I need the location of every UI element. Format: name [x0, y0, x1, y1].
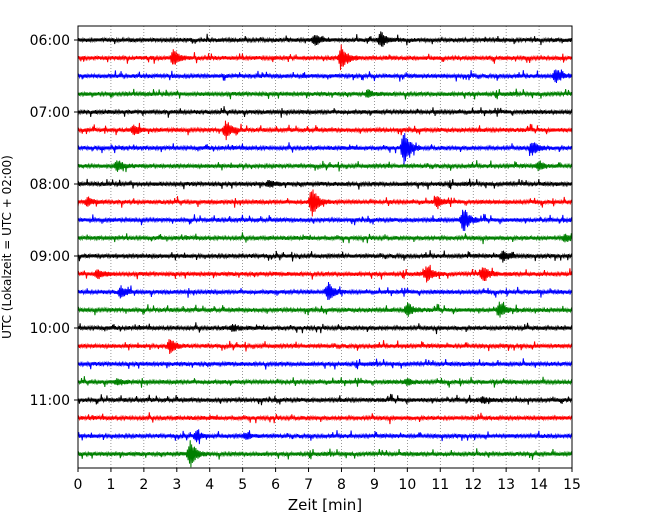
plot-frame [77, 25, 573, 469]
y-tick-label: 11:00 [30, 393, 70, 409]
trace-07:30 [77, 133, 573, 165]
x-tick-label: 1 [106, 477, 115, 493]
trace-09:45 [77, 301, 573, 318]
trace-10:15 [77, 339, 573, 355]
trace-10:30 [77, 358, 573, 370]
trace-07:45 [77, 160, 573, 173]
x-tick-label: 8 [337, 477, 346, 493]
x-tick-label: 4 [205, 477, 214, 493]
trace-09:30 [77, 282, 573, 301]
trace-07:00 [77, 106, 573, 118]
x-tick-label: 2 [139, 477, 148, 493]
trace-06:30 [77, 69, 573, 83]
trace-10:00 [77, 322, 573, 335]
x-tick-label: 15 [563, 477, 581, 493]
y-tick-label: 06:00 [30, 33, 70, 49]
x-axis: 0 1 2 3 4 5 6 7 8 9 10 11 12 13 14 15 [74, 468, 581, 493]
x-tick-label: 12 [464, 477, 482, 493]
x-tick-label: 14 [530, 477, 548, 493]
trace-11:45 [77, 440, 573, 468]
trace-11:30 [77, 429, 573, 445]
x-tick-label: 7 [304, 477, 313, 493]
trace-08:30 [77, 209, 573, 231]
x-tick-label: 11 [431, 477, 449, 493]
y-tick-label: 08:00 [30, 177, 70, 193]
x-tick-label: 13 [497, 477, 515, 493]
x-tick-label: 9 [370, 477, 379, 493]
trace-08:15 [77, 189, 573, 217]
y-tick-label: 09:00 [30, 249, 70, 265]
trace-08:00 [77, 178, 573, 190]
trace-06:45 [77, 88, 573, 100]
x-tick-label: 0 [74, 477, 83, 493]
y-axis-label: UTC (Lokalzeit = UTC + 02:00) [0, 155, 14, 339]
trace-10:45 [77, 376, 573, 388]
trace-09:00 [77, 250, 573, 263]
x-tick-label: 3 [172, 477, 181, 493]
x-tick-label: 6 [271, 477, 280, 493]
x-axis-label: Zeit [min] [288, 496, 362, 514]
trace-11:15 [77, 412, 573, 425]
trace-06:00 [77, 31, 573, 47]
y-axis: 06:00 07:00 08:00 09:00 10:00 11:00 [30, 33, 78, 409]
trace-08:45 [77, 232, 573, 245]
trace-07:15 [77, 120, 573, 141]
trace-11:00 [77, 393, 573, 406]
trace-09:15 [77, 264, 573, 283]
x-tick-label: 5 [238, 477, 247, 493]
trace-group [77, 31, 573, 468]
y-tick-label: 07:00 [30, 105, 70, 121]
x-tick-label: 10 [398, 477, 416, 493]
trace-06:15 [77, 44, 573, 71]
y-tick-label: 10:00 [30, 321, 70, 337]
